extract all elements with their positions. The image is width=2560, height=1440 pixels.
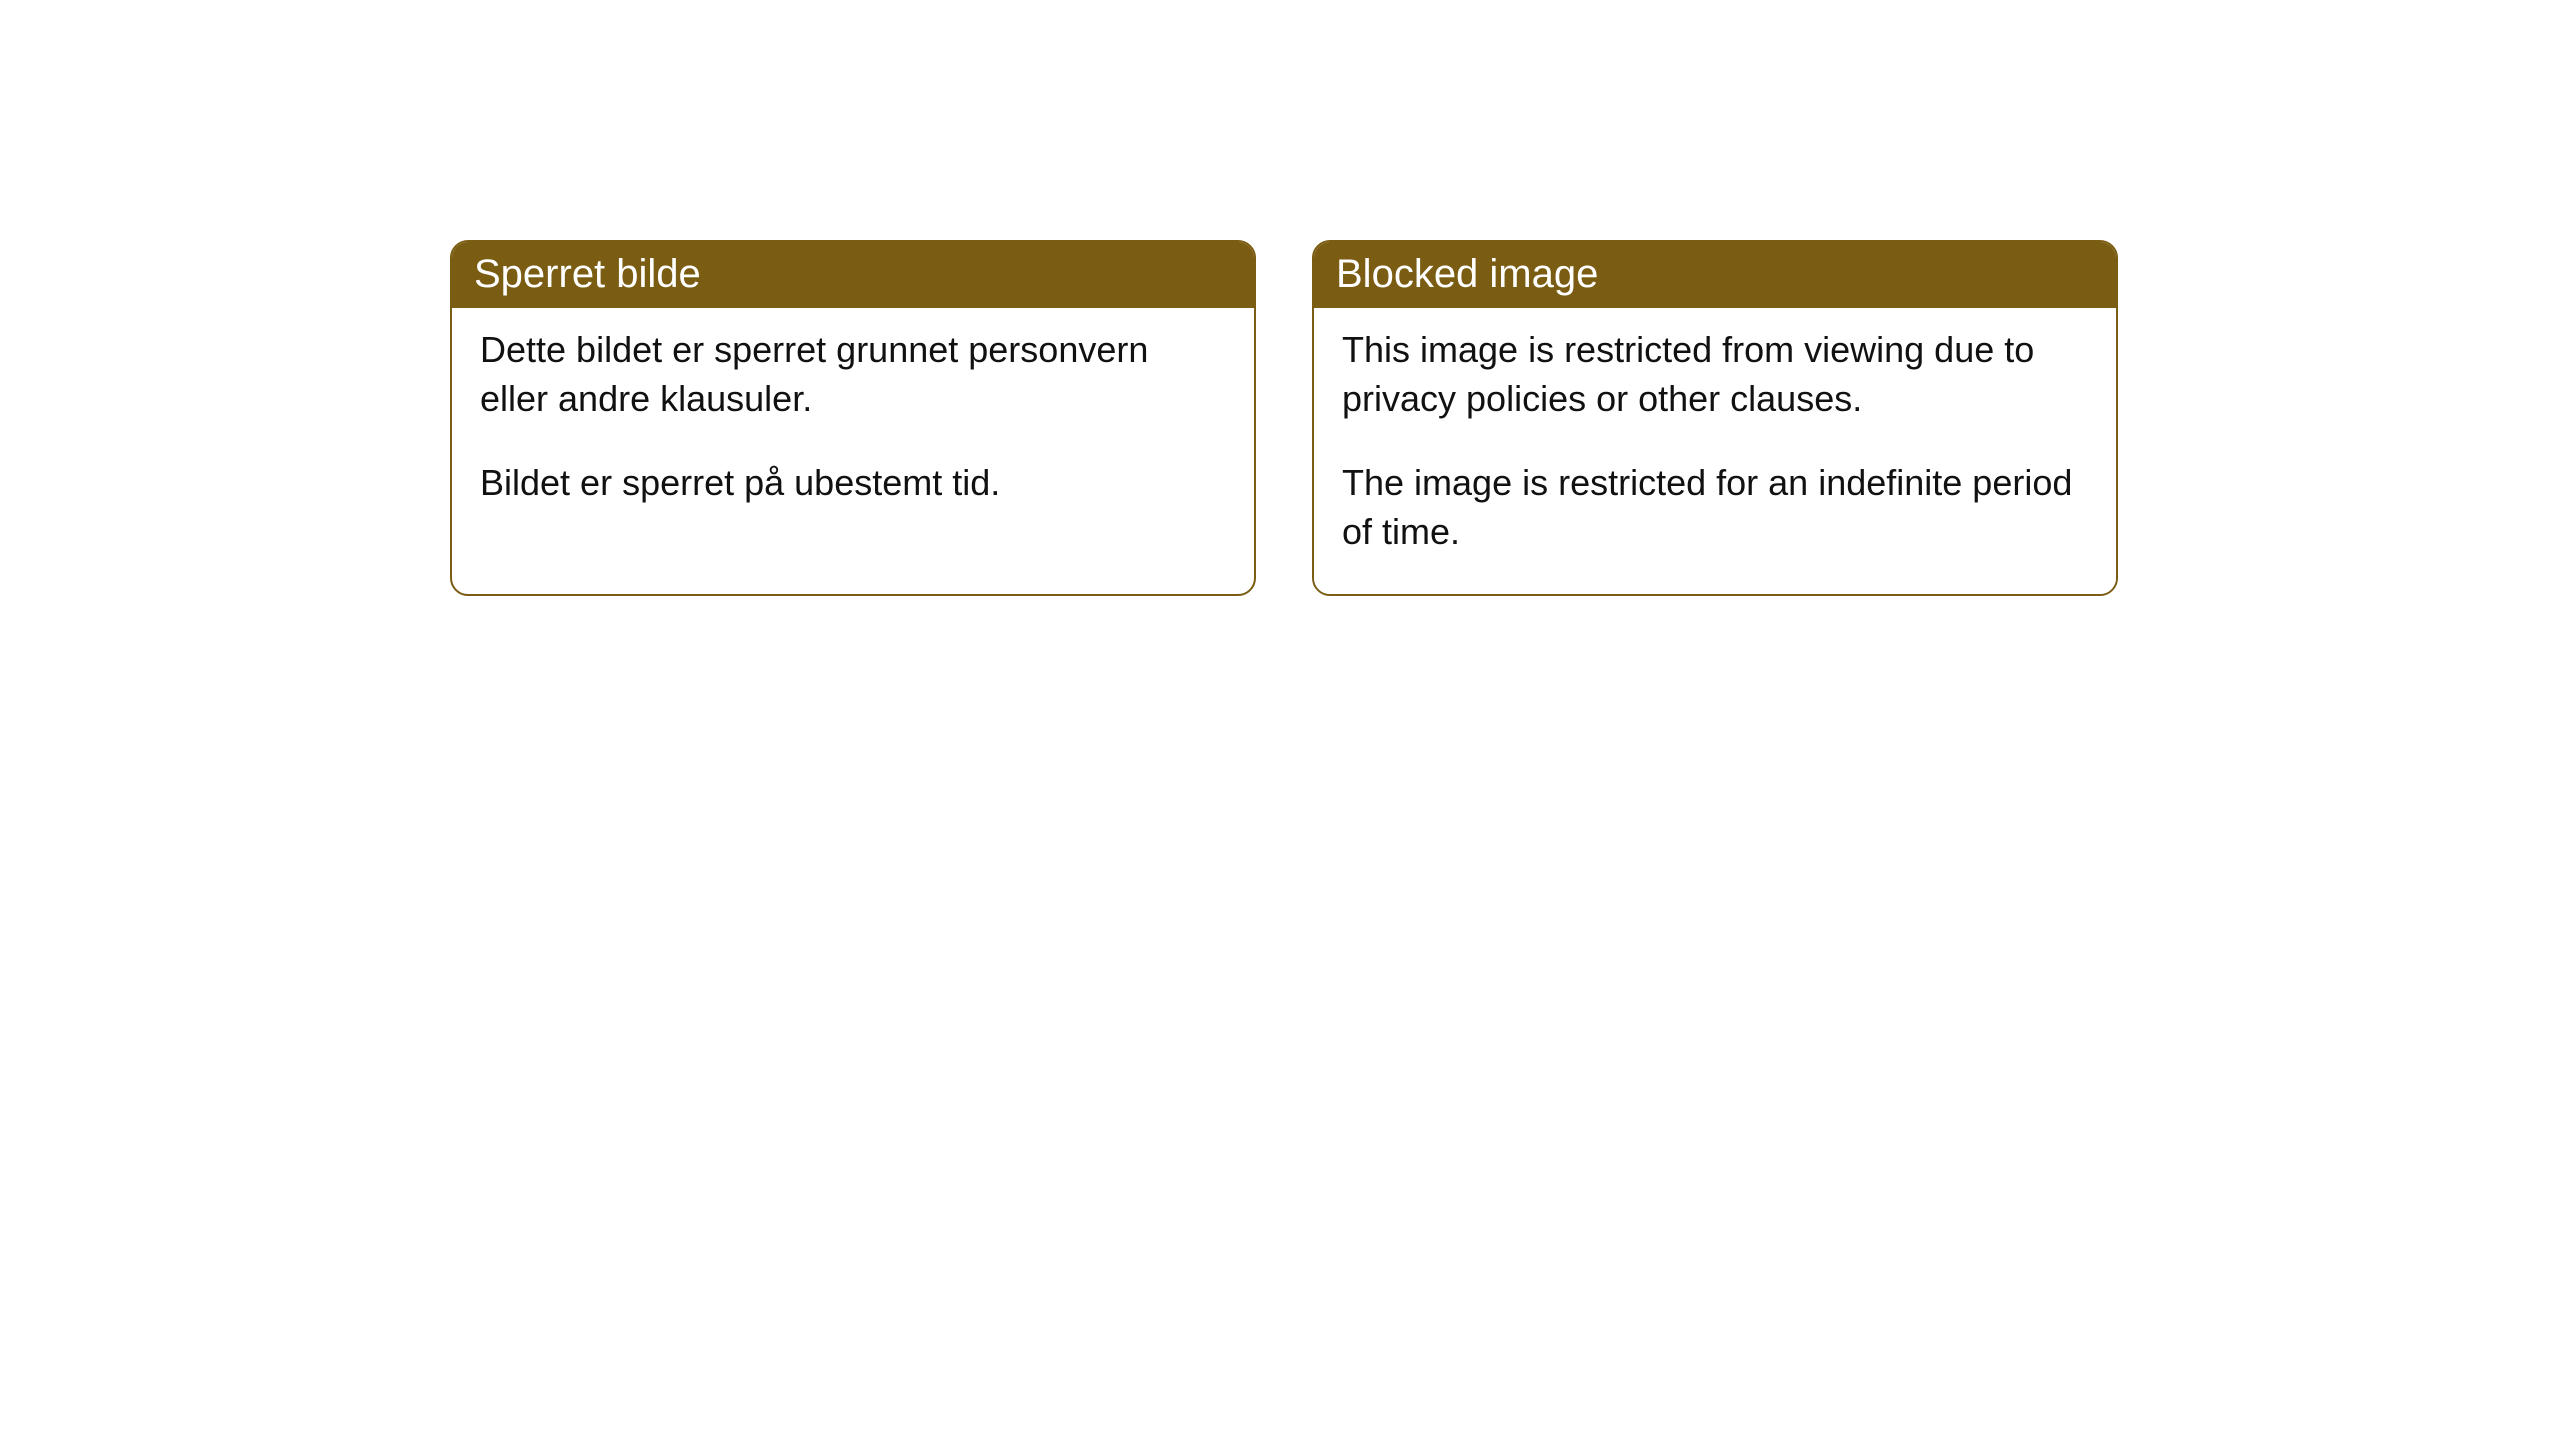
notice-card-english: Blocked image This image is restricted f…: [1312, 240, 2118, 596]
notice-cards-container: Sperret bilde Dette bildet er sperret gr…: [450, 240, 2118, 596]
card-body: Dette bildet er sperret grunnet personve…: [452, 308, 1254, 546]
card-header: Sperret bilde: [452, 242, 1254, 308]
card-paragraph: Dette bildet er sperret grunnet personve…: [480, 326, 1226, 423]
notice-card-norwegian: Sperret bilde Dette bildet er sperret gr…: [450, 240, 1256, 596]
card-paragraph: The image is restricted for an indefinit…: [1342, 459, 2088, 556]
card-title: Blocked image: [1336, 252, 1598, 296]
card-body: This image is restricted from viewing du…: [1314, 308, 2116, 594]
card-paragraph: Bildet er sperret på ubestemt tid.: [480, 459, 1226, 508]
card-paragraph: This image is restricted from viewing du…: [1342, 326, 2088, 423]
card-header: Blocked image: [1314, 242, 2116, 308]
card-title: Sperret bilde: [474, 252, 701, 296]
